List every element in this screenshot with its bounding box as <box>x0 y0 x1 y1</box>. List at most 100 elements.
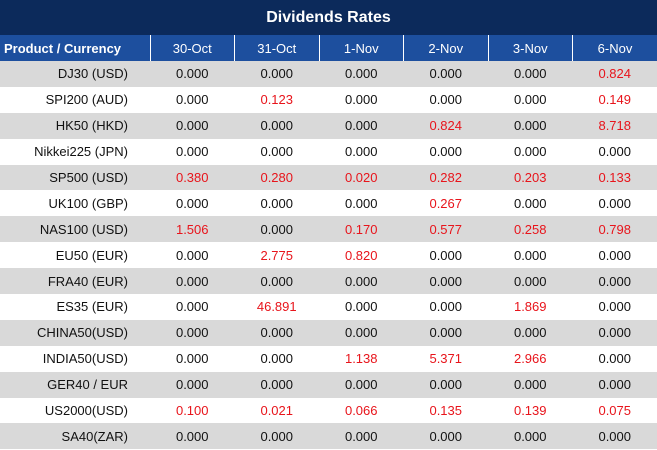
table-row: SPI200 (AUD) 0.000 0.123 0.000 0.000 0.000 0.1… <box>0 87 657 113</box>
table-row: GER40 / EUR 0.000 0.000 0.000 0.000 0.000 0.00… <box>0 371 657 398</box>
rate-cell: 0.000 <box>403 371 488 398</box>
rate-cell: 0.000 <box>572 319 657 346</box>
rate-cell: 0.000 <box>572 268 657 295</box>
rate-cell: 2.966 <box>513 351 547 367</box>
product-cell: INDIA50(USD) <box>42 351 128 367</box>
table-row: Nikkei225 (JPN) 0.000 0.000 0.000 0.000 0.000… <box>0 139 657 165</box>
table-row: NAS100 (USD) 1.506 0.000 0.170 0.577 0.258 0.7… <box>0 216 657 243</box>
rate-cell: 0.000 <box>403 268 488 295</box>
rate-cell: 0.380 <box>150 164 235 191</box>
table-row: US2000(USD) 0.100 0.021 0.066 0.135 0.139 0.07… <box>0 398 657 424</box>
rate-cell: 0.000 <box>403 319 488 346</box>
rate-cell: 1.869 <box>513 299 547 315</box>
title: Dividends Rates <box>0 0 657 35</box>
table-row: FRA40 (EUR) 0.000 0.000 0.000 0.000 0.000 0.00… <box>0 268 657 295</box>
rate-cell: 0.000 <box>488 61 573 87</box>
rate-cell: 0.000 <box>598 351 632 367</box>
table-row: SA40(ZAR) 0.000 0.000 0.000 0.000 0.000 0.000 <box>0 423 657 450</box>
product-cell: UK100 (GBP) <box>48 195 128 211</box>
rate-cell: 0.000 <box>319 423 404 450</box>
rate-cell: 0.066 <box>344 403 378 419</box>
rate-cell: 0.000 <box>403 423 488 450</box>
date-header: 31-Oct <box>234 35 319 61</box>
rate-cell: 0.000 <box>513 195 547 211</box>
product-cell: CHINA50(USD) <box>0 319 150 346</box>
rate-cell: 0.577 <box>403 216 488 243</box>
table-row: ES35 (EUR) 0.000 46.891 0.000 0.000 1.869 0.00… <box>0 294 657 320</box>
rate-cell: 0.000 <box>488 423 573 450</box>
rate-cell: 0.000 <box>344 92 378 108</box>
rate-cell: 0.075 <box>598 403 632 419</box>
rate-cell: 0.000 <box>488 319 573 346</box>
product-header: Product / Currency <box>0 35 150 61</box>
product-cell: NAS100 (USD) <box>0 216 150 243</box>
rate-cell: 0.133 <box>572 164 657 191</box>
date-header: 1-Nov <box>318 35 404 61</box>
rate-cell: 0.000 <box>429 144 463 160</box>
rate-cell: 0.000 <box>234 112 319 139</box>
rate-cell: 0.000 <box>175 247 209 263</box>
product-cell: ES35 (EUR) <box>56 299 128 315</box>
rate-cell: 0.824 <box>403 112 488 139</box>
rate-cell: 0.000 <box>403 61 488 87</box>
date-header: 3-Nov <box>487 35 573 61</box>
rate-cell: 0.000 <box>429 299 463 315</box>
rate-cell: 0.000 <box>513 247 547 263</box>
rate-cell: 0.000 <box>513 92 547 108</box>
product-cell: SPI200 (AUD) <box>45 92 128 108</box>
rate-cell: 0.000 <box>260 195 294 211</box>
rate-cell: 0.000 <box>234 268 319 295</box>
table-row: CHINA50(USD) 0.000 0.000 0.000 0.000 0.000 0.0… <box>0 319 657 346</box>
rate-cell: 0.000 <box>319 268 404 295</box>
rate-cell: 0.000 <box>488 371 573 398</box>
table-row: HK50 (HKD) 0.000 0.000 0.000 0.824 0.000 8.718 <box>0 112 657 139</box>
rate-cell: 0.000 <box>598 299 632 315</box>
rate-cell: 0.000 <box>150 268 235 295</box>
rate-cell: 0.000 <box>175 299 209 315</box>
product-cell: FRA40 (EUR) <box>0 268 150 295</box>
rate-cell: 1.138 <box>344 351 378 367</box>
product-cell: EU50 (EUR) <box>55 247 128 263</box>
date-header: 6-Nov <box>572 35 657 61</box>
header-row: Product / Currency 30-Oct 31-Oct 1-Nov 2-Nov… <box>0 35 657 61</box>
rate-cell: 0.280 <box>234 164 319 191</box>
rate-cell: 0.170 <box>319 216 404 243</box>
rate-cell: 0.000 <box>150 423 235 450</box>
rate-cell: 2.775 <box>260 247 294 263</box>
rate-cell: 0.000 <box>319 319 404 346</box>
dividends-table: Product / Currency 30-Oct 31-Oct 1-Nov 2-Nov… <box>0 35 657 450</box>
rate-cell: 0.000 <box>175 144 209 160</box>
product-cell: GER40 / EUR <box>0 371 150 398</box>
rate-cell: 0.000 <box>234 319 319 346</box>
rate-cell: 0.123 <box>260 92 294 108</box>
rate-cell: 0.000 <box>175 195 209 211</box>
rate-cell: 0.000 <box>513 144 547 160</box>
rate-cell: 0.000 <box>598 247 632 263</box>
product-cell: DJ30 (USD) <box>0 61 150 87</box>
rate-cell: 1.506 <box>150 216 235 243</box>
rate-cell: 0.000 <box>344 195 378 211</box>
rate-cell: 0.000 <box>429 247 463 263</box>
date-header: 2-Nov <box>403 35 488 61</box>
rate-cell: 0.000 <box>344 144 378 160</box>
rate-cell: 0.000 <box>572 371 657 398</box>
table-body: DJ30 (USD) 0.000 0.000 0.000 0.000 0.000 0.824… <box>0 61 657 450</box>
rate-cell: 0.000 <box>150 319 235 346</box>
rate-cell: 0.135 <box>429 403 463 419</box>
table-row: DJ30 (USD) 0.000 0.000 0.000 0.000 0.000 0.824 <box>0 61 657 87</box>
rate-cell: 0.000 <box>598 195 632 211</box>
rate-cell: 0.824 <box>572 61 657 87</box>
rate-cell: 0.000 <box>598 144 632 160</box>
product-cell: SP500 (USD) <box>0 164 150 191</box>
rate-cell: 0.258 <box>488 216 573 243</box>
rate-cell: 8.718 <box>572 112 657 139</box>
rate-cell: 0.000 <box>319 371 404 398</box>
date-header: 30-Oct <box>149 35 235 61</box>
rate-cell: 0.021 <box>260 403 294 419</box>
table-row: SP500 (USD) 0.380 0.280 0.020 0.282 0.203 0.13… <box>0 164 657 191</box>
product-cell: SA40(ZAR) <box>0 423 150 450</box>
rate-cell: 0.000 <box>234 216 319 243</box>
rate-cell: 0.000 <box>344 299 378 315</box>
rate-cell: 0.000 <box>319 61 404 87</box>
